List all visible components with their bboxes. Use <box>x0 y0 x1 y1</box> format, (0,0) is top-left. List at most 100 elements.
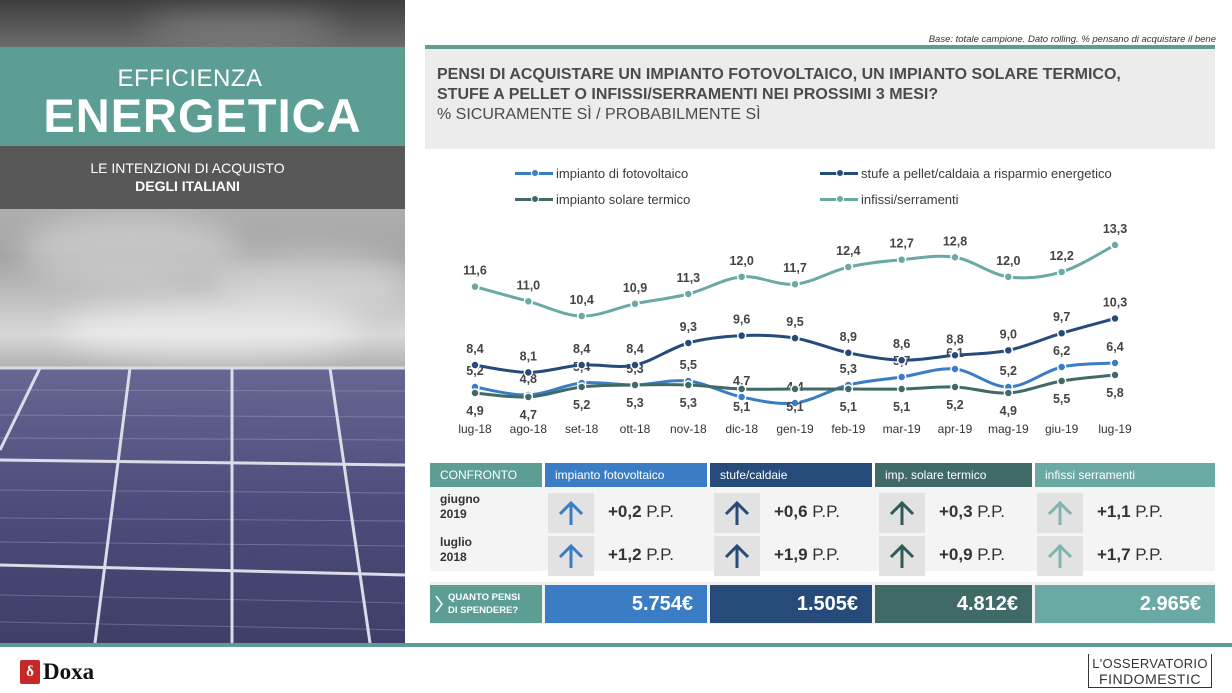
data-label: 9,6 <box>733 313 750 327</box>
data-point <box>790 384 800 394</box>
data-point <box>470 281 480 292</box>
spend-value-solare: 4.812€ <box>875 585 1032 623</box>
data-label: 11,3 <box>677 271 701 285</box>
hero-subtitle-line1: LE INTENZIONI DI ACQUISTO <box>90 160 285 176</box>
data-label: 8,4 <box>466 342 483 356</box>
legend-swatch <box>820 195 858 203</box>
data-label: 12,2 <box>1049 249 1073 263</box>
row-label-line2: 2018 <box>440 550 467 564</box>
data-point <box>736 272 747 282</box>
data-point <box>950 364 960 374</box>
delta-value: +0,9 P.P. <box>939 545 1006 564</box>
delta-value: +1,9 P.P. <box>774 545 841 564</box>
data-point <box>683 380 694 390</box>
data-point <box>470 388 480 398</box>
legend-label: impianto di fotovoltaico <box>556 166 689 181</box>
data-point <box>523 392 534 402</box>
row-label-line1: giugno <box>440 492 480 506</box>
data-label: 11,7 <box>783 261 807 275</box>
data-point <box>736 384 747 394</box>
x-tick-label: feb-19 <box>831 422 865 436</box>
x-tick-label: gen-19 <box>776 422 814 436</box>
data-point <box>470 360 480 370</box>
data-label: 4,9 <box>466 404 483 418</box>
data-label: 5,3 <box>626 396 643 410</box>
legend-label: stufe a pellet/caldaia a risparmio energ… <box>861 166 1112 181</box>
question-text: PENSI DI ACQUISTARE UN IMPIANTO FOTOVOLT… <box>437 66 1121 103</box>
x-tick-label: giu-19 <box>1045 422 1079 436</box>
data-point <box>736 330 747 341</box>
data-point <box>1110 370 1120 380</box>
data-point <box>896 384 907 394</box>
legend-item-stufe: stufe a pellet/caldaia a risparmio energ… <box>820 166 1112 181</box>
legend-swatch <box>820 169 858 177</box>
doxa-logo: δ Doxa <box>20 659 94 685</box>
data-point <box>576 311 587 321</box>
delta-value: +0,3 P.P. <box>939 502 1006 521</box>
data-label: 9,3 <box>680 320 697 334</box>
data-label: 4,8 <box>520 372 537 386</box>
data-point <box>630 380 640 390</box>
data-label: 10,4 <box>569 293 593 307</box>
legend-item-fotovoltaico: impianto di fotovoltaico <box>515 166 688 181</box>
data-point <box>896 254 907 265</box>
data-label: 5,5 <box>1053 392 1070 406</box>
row-label-luglio: luglio 2018 <box>440 535 472 565</box>
hero-subtitle-line2: DEGLI ITALIANI <box>135 178 240 194</box>
data-label: 5,8 <box>1106 386 1123 400</box>
comparison-col-infissi: infissi serramenti <box>1035 463 1215 487</box>
x-tick-label: lug-18 <box>458 422 492 436</box>
comparison-col-fotovoltaico: impianto fotovoltaico <box>545 463 707 487</box>
x-tick-label: ago-18 <box>510 422 548 436</box>
legend-label: impianto solare termico <box>556 192 691 207</box>
legend-label: infissi/serramenti <box>861 192 959 207</box>
hero-title-line1: EFFICIENZA <box>117 65 263 92</box>
row-label-giugno: giugno 2019 <box>440 492 480 522</box>
data-label: 4,7 <box>520 408 537 422</box>
data-label: 8,4 <box>626 342 643 356</box>
data-label: 11,0 <box>517 278 541 292</box>
data-point <box>1056 267 1067 277</box>
data-label: 5,3 <box>840 362 857 376</box>
arrow-up-icon <box>714 536 760 576</box>
x-tick-label: set-18 <box>565 422 599 436</box>
legend-item-infissi: infissi/serramenti <box>820 192 959 207</box>
spend-value-infissi: 2.965€ <box>1035 585 1215 623</box>
hero-title-banner: EFFICIENZA ENERGETICA <box>0 47 405 146</box>
data-label: 12,7 <box>889 237 913 251</box>
base-note: Base: totale campione. Dato rolling. % p… <box>928 34 1216 45</box>
comparison-header-label: CONFRONTO <box>430 463 542 487</box>
data-point <box>523 296 534 307</box>
data-point <box>843 348 854 358</box>
hero-subtitle-box: LE INTENZIONI DI ACQUISTO DEGLI ITALIANI <box>0 146 405 209</box>
question-box: PENSI DI ACQUISTARE UN IMPIANTO FOTOVOLT… <box>425 45 1215 149</box>
data-label: 12,4 <box>836 244 860 258</box>
data-point <box>843 384 854 394</box>
data-point <box>950 252 960 262</box>
footer-bar <box>0 643 1232 647</box>
data-point <box>1003 272 1014 282</box>
data-label: 5,2 <box>1000 364 1017 378</box>
data-point <box>790 333 800 343</box>
data-label: 11,6 <box>463 264 487 278</box>
data-label: 5,2 <box>946 398 963 412</box>
arrow-up-icon <box>714 493 760 533</box>
delta-value: +1,1 P.P. <box>1097 502 1164 521</box>
data-point <box>630 299 640 309</box>
data-label: 9,0 <box>1000 327 1017 341</box>
x-tick-label: dic-18 <box>725 422 758 436</box>
spend-value-stufe: 1.505€ <box>710 585 872 623</box>
data-label: 12,0 <box>996 254 1020 268</box>
osservatorio-line1: L'OSSERVATORIO <box>1092 656 1208 671</box>
data-label: 8,9 <box>840 330 857 344</box>
legend-item-solare-termico: impianto solare termico <box>515 192 690 207</box>
x-tick-label: mag-19 <box>988 422 1029 436</box>
x-tick-label: apr-19 <box>938 422 973 436</box>
question-subtitle: % SICURAMENTE SÌ / PROBABILMENTE SÌ <box>437 106 761 123</box>
delta-value: +1,7 P.P. <box>1097 545 1164 564</box>
data-label: 8,8 <box>946 332 963 346</box>
data-point <box>576 360 587 370</box>
legend-swatch <box>515 195 553 203</box>
row-label-line1: luglio <box>440 535 472 549</box>
arrow-up-icon <box>1037 493 1083 533</box>
